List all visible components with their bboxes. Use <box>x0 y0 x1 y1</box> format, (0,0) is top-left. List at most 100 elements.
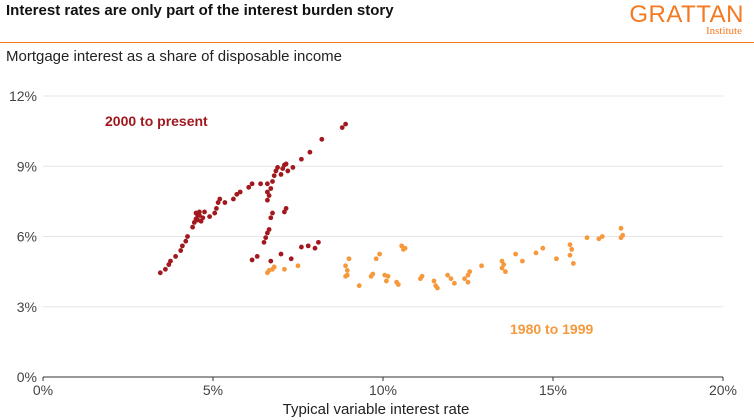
data-point <box>599 234 605 239</box>
brand-sub: Institute <box>705 25 742 37</box>
data-point <box>596 236 602 242</box>
data-point <box>467 269 473 275</box>
data-point <box>283 206 289 211</box>
data-point <box>258 181 263 187</box>
series-label-2000-to-present: 2000 to present <box>105 113 208 129</box>
data-point <box>384 278 389 284</box>
data-point <box>431 278 437 284</box>
data-point <box>193 210 199 216</box>
data-point <box>312 245 318 251</box>
data-point <box>307 149 313 155</box>
data-point <box>385 273 391 279</box>
data-point <box>197 213 202 218</box>
data-point <box>270 179 275 184</box>
data-point <box>278 172 284 177</box>
data-point <box>265 189 270 195</box>
series-early <box>265 225 626 291</box>
data-point <box>319 136 325 142</box>
data-point <box>343 121 348 127</box>
data-point <box>346 256 352 262</box>
data-point <box>271 264 277 270</box>
data-point <box>370 271 376 277</box>
series-label-1980-to-1999: 1980 to 1999 <box>510 321 593 337</box>
data-point <box>339 125 345 131</box>
data-point <box>180 243 185 249</box>
data-point <box>402 245 408 251</box>
data-point <box>295 263 301 269</box>
data-point <box>212 210 218 216</box>
data-point <box>265 181 270 187</box>
data-point <box>343 263 348 269</box>
y-tick-label: 9% <box>17 158 37 174</box>
data-point <box>231 196 236 202</box>
data-point <box>275 165 280 170</box>
data-point <box>207 214 213 219</box>
data-point <box>173 254 179 259</box>
data-point <box>178 248 184 253</box>
data-point <box>270 210 275 216</box>
data-point <box>569 246 575 252</box>
data-point <box>584 235 590 241</box>
data-point <box>465 279 471 285</box>
y-tick-label: 0% <box>17 369 37 385</box>
data-point <box>234 191 240 197</box>
chart-title: Interest rates are only part of the inte… <box>6 2 394 19</box>
data-point <box>344 268 350 273</box>
data-point <box>503 269 508 275</box>
data-point <box>445 272 450 278</box>
chart-subtitle: Mortgage interest as a share of disposab… <box>6 48 343 65</box>
gridlines <box>43 95 723 308</box>
data-point <box>217 196 223 202</box>
brand-name: GRATTAN <box>629 1 744 28</box>
data-points <box>157 121 626 291</box>
y-tick-label: 6% <box>17 229 37 245</box>
data-point <box>283 161 289 167</box>
data-point <box>282 266 287 272</box>
data-point <box>513 251 518 257</box>
data-point <box>157 270 163 276</box>
data-point <box>448 276 454 282</box>
data-point <box>185 234 190 239</box>
data-point <box>462 276 467 282</box>
data-point <box>268 215 274 221</box>
data-point <box>200 215 206 221</box>
data-point <box>567 242 573 248</box>
data-point <box>202 209 207 215</box>
data-point <box>344 272 350 278</box>
data-point <box>554 256 559 262</box>
data-point <box>249 181 255 187</box>
x-tick-label: 15% <box>539 382 567 398</box>
data-point <box>271 173 277 179</box>
data-point <box>261 239 267 245</box>
data-point <box>190 224 196 230</box>
grattan-logo: GRATTAN Institute <box>629 1 744 38</box>
data-point <box>373 256 379 262</box>
y-tick-label: 12% <box>9 88 37 104</box>
data-point <box>299 156 304 162</box>
data-point <box>288 256 294 262</box>
y-tick-label: 3% <box>17 299 37 315</box>
data-point <box>268 186 274 191</box>
data-point <box>249 257 255 263</box>
data-point <box>254 254 260 259</box>
data-point <box>520 258 525 264</box>
data-point <box>168 258 173 264</box>
x-tick-label: 20% <box>709 382 737 398</box>
data-point <box>618 225 624 231</box>
data-point <box>285 168 291 174</box>
data-point <box>183 238 189 244</box>
data-point <box>452 280 457 286</box>
header-divider <box>0 42 754 43</box>
data-point <box>305 243 311 249</box>
x-axis-title: Typical variable interest rate <box>283 401 470 418</box>
y-tick-labels: 0% 3% 6% 9% 12% <box>9 88 37 385</box>
data-point <box>356 283 362 289</box>
data-point <box>567 252 573 258</box>
data-point <box>395 282 401 287</box>
data-point <box>316 239 321 245</box>
data-point <box>571 261 576 266</box>
data-point <box>265 197 270 203</box>
data-point <box>237 189 243 195</box>
data-point <box>499 265 505 271</box>
